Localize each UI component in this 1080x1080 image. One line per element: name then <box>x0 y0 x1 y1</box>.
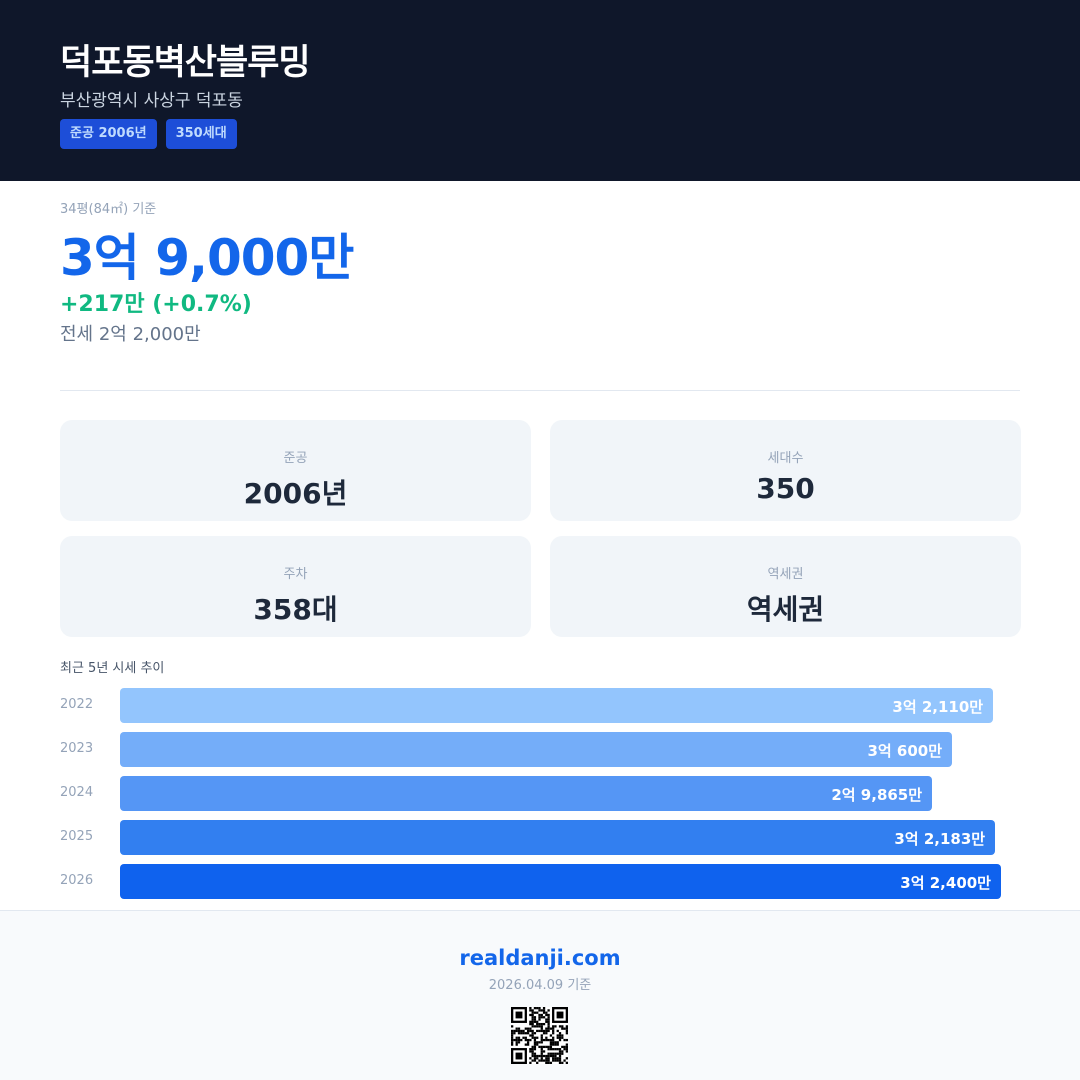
price-bar: 3억 2,183만 <box>120 820 996 855</box>
chart-row: 2023 3억 600만 <box>60 732 1020 767</box>
year-label: 2023 <box>60 741 94 756</box>
stat-value: 350 <box>756 472 815 505</box>
area-basis: 34평(84㎡) 기준 <box>60 202 157 217</box>
built-year-badge: 준공 2006년 <box>60 119 157 149</box>
price-bar: 3억 2,110만 <box>120 688 994 723</box>
price-bar: 2억 9,865만 <box>120 776 933 811</box>
apartment-title: 덕포동벽산블루밍 <box>60 43 311 83</box>
stat-value: 358대 <box>253 593 338 626</box>
qr-code-icon[interactable] <box>511 1007 568 1064</box>
bar-value-label: 2억 9,865만 <box>831 786 923 804</box>
divider <box>60 390 1020 391</box>
stat-label: 준공 <box>283 451 308 466</box>
stat-value: 역세권 <box>746 593 825 626</box>
chart-row: 2022 3억 2,110만 <box>60 688 1020 723</box>
chart-row: 2025 3억 2,183만 <box>60 820 1020 855</box>
stat-card-households: 세대수 350 <box>550 420 1021 521</box>
year-label: 2026 <box>60 873 94 888</box>
price-change: +217만 (+0.7%) <box>60 292 252 317</box>
bar-value-label: 3억 600만 <box>867 742 943 760</box>
header: 덕포동벽산블루밍 부산광역시 사상구 덕포동 준공 2006년 350세대 <box>0 0 1080 181</box>
bar-value-label: 3억 2,110만 <box>892 698 984 716</box>
households-badge: 350세대 <box>165 119 237 149</box>
stat-label: 세대수 <box>767 451 804 466</box>
site-link[interactable]: realdanji.com <box>459 946 621 970</box>
year-label: 2025 <box>60 829 94 844</box>
chart-row: 2024 2억 9,865만 <box>60 776 1020 811</box>
stat-card-parking: 주차 358대 <box>60 536 531 637</box>
price-bar: 3억 600만 <box>120 732 953 767</box>
stat-label: 주차 <box>283 567 308 582</box>
price-bar: 3억 2,400만 <box>120 864 1001 899</box>
year-label: 2024 <box>60 785 94 800</box>
address: 부산광역시 사상구 덕포동 <box>60 91 243 111</box>
stat-card-built: 준공 2006년 <box>60 420 531 521</box>
stat-label: 역세권 <box>767 567 804 582</box>
bar-value-label: 3억 2,400만 <box>900 874 991 892</box>
sale-price: 3억 9,000만 <box>60 229 354 287</box>
jeonse-price: 전세 2억 2,000만 <box>60 324 201 345</box>
footer: realdanji.com 2026.04.09 기준 <box>0 910 1080 1080</box>
chart-title: 최근 5년 시세 추이 <box>60 661 165 676</box>
bar-value-label: 3억 2,183만 <box>894 830 986 848</box>
stat-card-station: 역세권 역세권 <box>550 536 1021 637</box>
stat-value: 2006년 <box>243 477 348 510</box>
year-label: 2022 <box>60 697 94 712</box>
chart-row: 2026 3억 2,400만 <box>60 864 1020 899</box>
data-date: 2026.04.09 기준 <box>488 978 592 993</box>
